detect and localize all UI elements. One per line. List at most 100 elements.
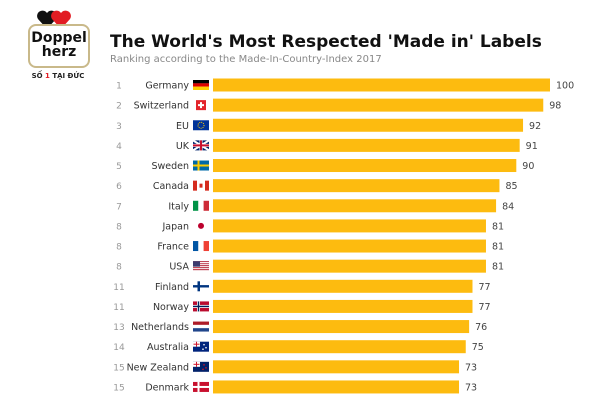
flag-uk-icon [192, 139, 210, 152]
category-label: Japan [162, 221, 190, 232]
category-label: Netherlands [131, 322, 189, 333]
bar [213, 118, 524, 132]
bar-row: 5 Sweden 90 [116, 159, 534, 173]
bar [213, 179, 500, 193]
value-label: 73 [465, 362, 477, 373]
rank-label: 2 [116, 102, 122, 112]
category-label: Australia [147, 342, 189, 353]
bar-row: 14 Australia 75 [113, 340, 484, 354]
flag-fi-icon [193, 281, 209, 292]
bar-row: 13 Netherlands 76 [113, 320, 487, 334]
bar-row: 11 Norway 77 [113, 299, 491, 313]
bar-row: 7 Italy 84 [116, 199, 514, 213]
rank-label: 1 [116, 82, 122, 92]
bar [213, 219, 486, 233]
logo-box: Doppel herz [28, 24, 90, 68]
bar-row: 1 Germany 100 [116, 78, 574, 92]
category-label: Denmark [145, 382, 189, 393]
chart-title: The World's Most Respected 'Made in' Lab… [110, 32, 542, 52]
bar [213, 279, 473, 293]
bar [213, 360, 460, 374]
category-label: EU [176, 121, 189, 132]
flag-no-icon [193, 301, 209, 312]
doppelherz-logo: Doppel herz SỐ 1 TẠI ĐỨC [26, 10, 90, 80]
bar [213, 340, 466, 354]
category-label: Germany [145, 81, 189, 92]
rank-label: 8 [116, 263, 122, 273]
bar-row: 11 Finland 77 [113, 279, 491, 293]
value-label: 75 [472, 342, 484, 353]
category-label: France [157, 242, 189, 253]
category-label: Italy [168, 201, 189, 212]
tagline-suffix: TẠI ĐỨC [49, 72, 85, 80]
logo-word-doppel: Doppel [31, 30, 87, 46]
value-label: 84 [502, 201, 514, 212]
value-label: 77 [478, 282, 490, 293]
tagline-prefix: SỐ [31, 72, 46, 80]
value-label: 81 [492, 262, 504, 273]
logo-word-herz: herz [41, 44, 77, 60]
value-label: 76 [475, 322, 487, 333]
bar [213, 98, 544, 112]
flag-de-icon [193, 80, 209, 90]
value-label: 90 [522, 161, 534, 172]
rank-label: 11 [113, 303, 124, 313]
value-label: 100 [556, 81, 574, 92]
category-label: Canada [153, 181, 189, 192]
bar-row: 8 USA 81 [116, 259, 504, 273]
red-heart-icon [51, 10, 71, 29]
category-label: Switzerland [134, 101, 189, 112]
flag-it-icon [193, 200, 209, 211]
value-label: 77 [478, 302, 490, 313]
bar [213, 259, 486, 273]
flag-nl-icon [193, 321, 209, 332]
bar [213, 159, 517, 173]
rank-label: 8 [116, 243, 122, 253]
bar-row: 6 Canada 85 [116, 179, 518, 193]
flag-jp-icon [193, 220, 209, 231]
rank-label: 3 [116, 122, 122, 132]
bar-row: 4 UK 91 [116, 138, 538, 152]
bar-row: 8 Japan 81 [116, 219, 504, 233]
flag-nz-icon [193, 361, 209, 372]
bar [213, 320, 470, 334]
rank-label: 6 [116, 182, 122, 192]
rank-label: 7 [116, 202, 122, 212]
flag-au-icon [193, 341, 209, 352]
tagline-number: 1 [45, 72, 50, 80]
flag-ca-icon [193, 180, 209, 191]
flag-fr-icon [193, 241, 209, 252]
bar [213, 299, 473, 313]
bar-row: 15 New Zealand 73 [113, 360, 477, 374]
bar [213, 138, 520, 152]
rank-label: 11 [113, 283, 124, 293]
category-label: UK [176, 141, 190, 152]
value-label: 73 [465, 382, 477, 393]
bar [213, 380, 460, 394]
rank-label: 15 [113, 363, 124, 373]
rank-label: 5 [116, 162, 122, 172]
bar-row: 8 France 81 [116, 239, 504, 253]
rank-label: 8 [116, 222, 122, 232]
value-label: 92 [529, 121, 541, 132]
rank-label: 4 [116, 142, 122, 152]
value-label: 81 [492, 221, 504, 232]
logo-tagline: SỐ 1 TẠI ĐỨC [26, 72, 90, 80]
bar [213, 239, 486, 253]
flag-eu-icon [193, 120, 209, 131]
flag-us-icon [193, 261, 209, 271]
category-label: Norway [153, 302, 189, 313]
flag-dk-icon [193, 381, 209, 392]
rank-label: 14 [113, 343, 125, 353]
category-label: USA [169, 262, 189, 273]
bar-row: 3 EU 92 [116, 118, 541, 132]
bar [213, 199, 497, 213]
value-label: 91 [526, 141, 538, 152]
value-label: 98 [549, 101, 561, 112]
bar-row: 15 Denmark 73 [113, 380, 477, 394]
flag-se-icon [193, 160, 209, 171]
category-label: Finland [155, 282, 189, 293]
rank-label: 13 [113, 323, 124, 333]
flag-ch-icon [196, 100, 206, 111]
